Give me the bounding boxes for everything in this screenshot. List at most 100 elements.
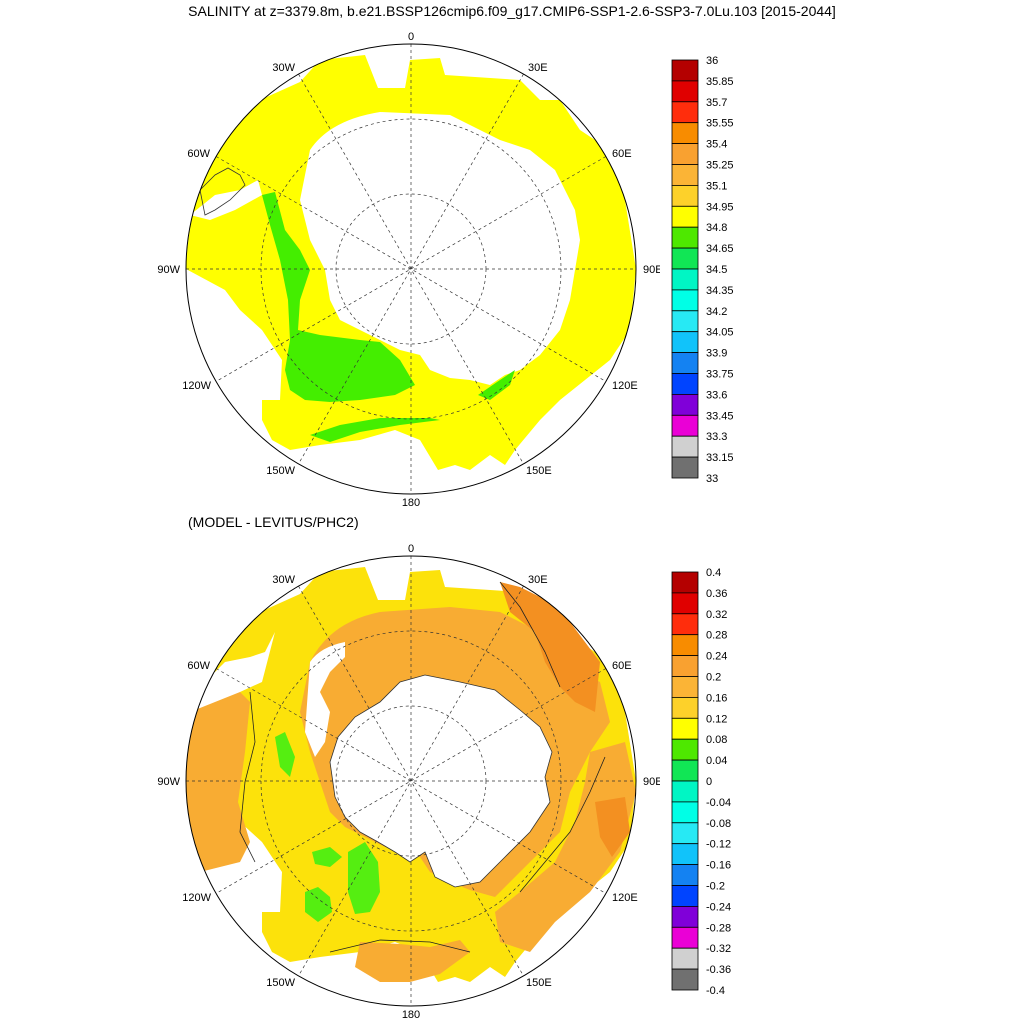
longitude-labels: 0 30E 60E 90E 120E 150E 180 150W 120W 90… (157, 543, 660, 1021)
colorbar-difference-swatch (671, 759, 699, 782)
anomaly-green-region (262, 192, 415, 402)
colorbar-difference-swatch (671, 926, 699, 949)
colorbar-difference-tick-label: -0.28 (706, 922, 731, 934)
colorbar-salinity-swatch (671, 310, 699, 333)
difference-map: 0 30E 60E 90E 120E 150E 180 150W 120W 90… (157, 543, 660, 1021)
colorbar-difference-tick-label: 0.12 (706, 713, 727, 725)
lon-label: 90W (157, 264, 180, 276)
colorbar-salinity-tick-label: 34.2 (706, 306, 727, 318)
colorbar-salinity-tick-label: 33.15 (706, 452, 734, 464)
colorbar-difference-swatch (671, 676, 699, 698)
colorbar-difference-tick-label: -0.4 (706, 985, 725, 997)
colorbar-salinity-swatch (671, 205, 699, 228)
lon-label: 150E (526, 977, 552, 989)
longitude-labels: 0 30E 60E 90E 120E 150E 180 150W 120W 90… (157, 31, 660, 509)
colorbar-salinity-swatch (671, 373, 699, 395)
colorbar-salinity-tick-label: 33.6 (706, 389, 727, 401)
colorbar-salinity-tick-label: 35.4 (706, 139, 727, 151)
colorbar-difference-tick-label: 0.04 (706, 755, 727, 767)
colorbar-salinity-swatch (671, 289, 699, 312)
lon-label: 0 (408, 543, 414, 555)
colorbar-salinity-swatch (671, 80, 699, 103)
colorbar-salinity-tick-label: 33.3 (706, 431, 727, 443)
colorbar-salinity-tick-label: 34.8 (706, 222, 727, 234)
anomaly-orange-south (355, 940, 470, 982)
colorbar-salinity-tick-label: 33.75 (706, 369, 734, 381)
colorbar-difference-tick-label: -0.12 (706, 839, 731, 851)
colorbar-difference-tick-label: -0.2 (706, 881, 725, 893)
no-data-region (300, 112, 580, 385)
colorbar-difference-tick-label: 0.08 (706, 734, 727, 746)
colorbar-salinity-tick-label: 33.9 (706, 348, 727, 360)
lon-label: 90E (643, 264, 660, 276)
colorbar-salinity-swatch (671, 414, 699, 437)
no-data-region (305, 642, 345, 757)
salinity-map: 0 30E 60E 90E 120E 150E 180 150W 120W 90… (157, 31, 660, 509)
colorbar-difference-swatch (671, 780, 699, 803)
colorbar-salinity-swatch (671, 393, 699, 416)
colorbar-salinity-tick-label: 34.35 (706, 285, 734, 297)
colorbar-difference: 0.4 0.36 0.32 0.28 0.24 0.2 0.16 0.12 0.08 0.04 0 -… (671, 567, 731, 997)
anomaly-green-patch (348, 842, 380, 914)
contour-lines (239, 581, 606, 953)
colorbar-difference-swatch (671, 592, 699, 615)
colorbar-difference-tick-label: -0.04 (706, 797, 731, 809)
lon-label: 30W (272, 574, 295, 586)
anomaly-orange-dark-patch-east (595, 797, 630, 857)
colorbar-difference-tick-label: 0.36 (706, 588, 727, 600)
colorbar-difference-swatch (671, 613, 699, 636)
colorbar-difference-swatch (671, 843, 699, 866)
anomaly-green-patch (478, 370, 515, 400)
colorbar-salinity-tick-label: 35.1 (706, 180, 727, 192)
plot-title: SALINITY at z=3379.8m, b.e21.BSSP126cmip… (188, 3, 836, 19)
colorbar-difference-tick-label: -0.32 (706, 943, 731, 955)
colorbar-difference-tick-label: 0 (706, 776, 712, 788)
colorbar-difference-swatch (671, 905, 699, 928)
colorbar-difference-swatch (671, 696, 699, 719)
colorbar-salinity-swatch (671, 101, 699, 124)
anomaly-orange-dark-patch (500, 582, 600, 712)
lon-label: 120W (182, 892, 211, 904)
graticule (186, 44, 636, 494)
colorbar-difference-swatch (671, 801, 699, 824)
colorbar-salinity-tick-label: 35.25 (706, 160, 734, 172)
colorbar-salinity-tick-label: 34.05 (706, 327, 734, 339)
colorbar-difference-swatch (671, 571, 699, 594)
colorbar-salinity-swatch (671, 59, 699, 82)
colorbar-difference-swatch (671, 738, 699, 761)
anomaly-orange-east (495, 742, 636, 952)
colorbar-difference-tick-label: 0.24 (706, 651, 727, 663)
colorbar-salinity-swatch (671, 435, 699, 458)
colorbar-salinity-tick-label: 35.7 (706, 97, 727, 109)
colorbar-salinity-swatch (671, 268, 699, 291)
anomaly-green-patch (312, 847, 342, 867)
colorbar-salinity-tick-label: 34.65 (706, 243, 734, 255)
colorbar-difference-tick-label: -0.16 (706, 860, 731, 872)
lon-label: 60E (612, 148, 632, 160)
difference-subtitle: (MODEL - LEVITUS/PHC2) (188, 514, 359, 530)
colorbar-salinity-tick-label: 34.5 (706, 264, 727, 276)
colorbar-salinity-tick-label: 35.55 (706, 118, 734, 130)
colorbar-salinity-tick-label: 33 (706, 473, 718, 485)
colorbar-difference-tick-label: -0.24 (706, 901, 731, 913)
colorbar-difference-swatch (671, 655, 699, 677)
lon-label: 120E (612, 892, 638, 904)
colorbar-difference-swatch (671, 885, 699, 907)
colorbar-difference-tick-label: -0.08 (706, 818, 731, 830)
colorbar-salinity-swatch (671, 226, 699, 249)
graticule (186, 556, 636, 1006)
no-data-region-west (186, 632, 275, 712)
lon-label: 30W (272, 62, 295, 74)
lon-label: 120W (182, 380, 211, 392)
lon-label: 180 (402, 1009, 420, 1021)
lon-label: 180 (402, 497, 420, 509)
no-data-region-west (190, 180, 262, 220)
colorbar-salinity-tick-label: 33.45 (706, 410, 734, 422)
lon-label: 90E (643, 776, 660, 788)
colorbar-salinity-tick-label: 36 (706, 55, 718, 67)
colorbar-difference-swatch (671, 634, 699, 656)
colorbar-salinity-tick-label: 34.95 (706, 201, 734, 213)
colorbar-difference-swatch (671, 717, 699, 740)
lon-label: 150E (526, 465, 552, 477)
lon-label: 60W (187, 660, 210, 672)
